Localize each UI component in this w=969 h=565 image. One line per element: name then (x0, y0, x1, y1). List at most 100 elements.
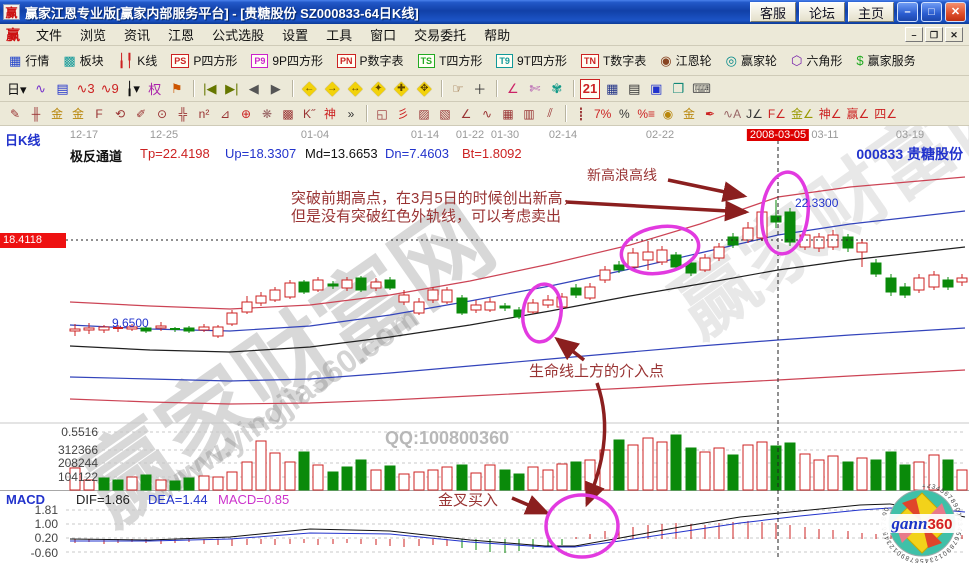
winner-service-button[interactable]: $ 赢家服务 (852, 50, 919, 71)
mirror-tool-icon[interactable]: ⊿ (219, 106, 231, 121)
menu-browse[interactable]: 浏览 (80, 28, 107, 43)
menu-gann[interactable]: 江恩 (168, 28, 195, 43)
gold-angle-icon[interactable]: 金∠ (790, 107, 814, 121)
gann-compress-icon[interactable]: ◆ ✦ (368, 78, 389, 99)
bars3-icon[interactable]: ∿3 (76, 80, 95, 96)
scissors-icon[interactable]: ✄ (529, 80, 541, 96)
percent-tool-icon[interactable]: % (619, 106, 630, 121)
frame-tool-icon[interactable]: ◱ (376, 106, 388, 121)
quotes-button[interactable]: ▦ 行情 (5, 50, 53, 71)
n2-tool-icon[interactable]: n² (198, 106, 210, 121)
gold-lines-icon[interactable]: 金 (683, 107, 696, 121)
pencil2-tool-icon[interactable]: ✐ (135, 106, 147, 121)
kline-button[interactable]: ╽╿ K线 (114, 50, 162, 71)
mdi-restore-button[interactable]: ❐ (925, 27, 943, 42)
computer-icon[interactable]: ⌨ (692, 80, 712, 96)
p-digits-button[interactable]: PN P数字表 (333, 50, 408, 71)
bars9-icon[interactable]: ∿9 (100, 80, 119, 96)
mdi-minimize-button[interactable]: – (905, 27, 923, 42)
winner-wheel-button[interactable]: ◎ 赢家轮 (722, 50, 781, 71)
f-grid-icon[interactable]: F (95, 106, 103, 121)
menu-trade[interactable]: 交易委托 (414, 28, 467, 43)
forum-button[interactable]: 论坛 (798, 2, 845, 22)
gann-center-icon[interactable]: ◆ ✚ (391, 78, 412, 99)
wave-a-icon[interactable]: ∿A (723, 106, 742, 121)
minimize-button[interactable]: – (897, 2, 918, 22)
crosshair-icon[interactable]: ＋ (473, 82, 487, 97)
si-angle-icon[interactable]: 四∠ (874, 107, 897, 121)
calendar-21-icon[interactable]: 21 (579, 78, 601, 99)
p9-square-button[interactable]: P9 9P四方形 (247, 50, 327, 71)
menu-news[interactable]: 资讯 (124, 28, 151, 43)
grid3-tool-icon[interactable]: ▥ (523, 106, 535, 121)
sectors-button[interactable]: ▩ 板块 (59, 50, 107, 71)
boxgrid-tool-icon[interactable]: ▩ (282, 106, 294, 121)
gold-grid2-icon[interactable]: 金 (71, 107, 84, 121)
gold-circle-icon[interactable]: ◉ (662, 106, 674, 121)
step-left-icon[interactable]: ◀ (248, 80, 259, 96)
drag-hand-icon[interactable]: ☞ (451, 80, 464, 96)
gann-left-icon[interactable]: ◆ ← (299, 78, 320, 99)
p-square-button[interactable]: PS P四方形 (167, 50, 241, 71)
period-day-button[interactable]: 日▾ (7, 82, 27, 97)
bars-tool-icon[interactable]: ┋ (577, 106, 585, 121)
shen-tool-icon[interactable]: 神 (323, 107, 336, 121)
ying-angle-icon[interactable]: 赢∠ (846, 107, 870, 121)
spiral-tool-icon[interactable]: ⟲ (114, 106, 126, 121)
f-angle-icon[interactable]: F∠ (767, 106, 786, 121)
grid2-tool-icon[interactable]: ▦ (502, 106, 514, 121)
home-button[interactable]: 主页 (847, 2, 894, 22)
last-page-icon[interactable]: ▶| (225, 80, 239, 96)
menu-tools[interactable]: 工具 (326, 28, 353, 43)
shen-angle-icon[interactable]: 神∠ (818, 107, 842, 121)
save-icon[interactable]: ▣ (650, 80, 663, 96)
angle-lines-icon[interactable]: ∠ (460, 106, 472, 121)
gann-right-icon[interactable]: ◆ → (322, 78, 343, 99)
time-circle-icon[interactable]: ⊙ (156, 106, 168, 121)
step-right-icon[interactable]: ▶ (270, 80, 281, 96)
pattern-icon[interactable]: ✾ (551, 80, 563, 96)
gann-full-icon[interactable]: ◆ ✥ (414, 78, 435, 99)
curve-chart-icon[interactable]: ∿ (35, 80, 46, 96)
hatch-tool-icon[interactable]: ⫽ (547, 106, 553, 120)
angle-measure-icon[interactable]: ∠ (506, 80, 519, 96)
t-digits-button[interactable]: TN T数字表 (577, 50, 650, 71)
shaded-box-icon[interactable]: ▨ (418, 106, 430, 121)
grid-tool-icon[interactable]: ╬ (178, 106, 188, 121)
color-flag-icon[interactable]: ⚑ (170, 80, 183, 96)
menu-window[interactable]: 窗口 (370, 28, 397, 43)
gann-wheel-button[interactable]: ◉ 江恩轮 (656, 50, 715, 71)
exrights-icon[interactable]: 权 (148, 82, 162, 97)
chart-area[interactable]: 赢家财富网 www.yingjia360.com 赢家财富网 QQ:100800… (0, 126, 969, 565)
target-tool-icon[interactable]: ⊕ (240, 106, 252, 121)
pencil-tool-icon[interactable]: ✎ (9, 106, 21, 121)
menu-formula-pick[interactable]: 公式选股 (212, 28, 265, 43)
info-panel-icon[interactable]: ▤ (56, 80, 69, 96)
close-button[interactable]: ✕ (945, 2, 966, 22)
gann-expand-icon[interactable]: ◆ ↔ (345, 78, 366, 99)
fan-tool-icon[interactable]: 彡 (396, 107, 409, 121)
pct-lines-icon[interactable]: %≡ (637, 106, 656, 121)
j-angle-icon[interactable]: J∠ (746, 106, 763, 121)
gold-grid-icon[interactable]: 金 (50, 107, 63, 121)
mdi-close-button[interactable]: ✕ (945, 27, 963, 42)
vwave-tool-icon[interactable]: ∿ (481, 106, 493, 121)
t-square-button[interactable]: TS T四方形 (414, 50, 487, 71)
candle-style-button[interactable]: ╽▾ (125, 80, 140, 96)
knote-tool-icon[interactable]: K˝ (303, 106, 315, 121)
more-tools-icon[interactable]: » (347, 106, 355, 121)
notes-icon[interactable]: ▤ (628, 80, 641, 96)
wheel-tool-icon[interactable]: ❋ (261, 106, 273, 121)
screenshot-icon[interactable]: ❐ (672, 80, 685, 96)
mark-pen-icon[interactable]: ✒ (704, 106, 716, 121)
hlines-tool-icon[interactable]: ╫ (31, 106, 41, 121)
menu-file[interactable]: 文件 (36, 28, 63, 43)
hexagon-button[interactable]: ⬡ 六角形 (787, 50, 846, 71)
support-button[interactable]: 客服 (749, 2, 796, 22)
first-page-icon[interactable]: |◀ (203, 80, 217, 96)
pct7-tool-icon[interactable]: 7% (594, 106, 612, 121)
menu-settings[interactable]: 设置 (282, 28, 309, 43)
t9-square-button[interactable]: T9 9T四方形 (492, 50, 571, 71)
calculator-icon[interactable]: ▦ (606, 80, 619, 96)
shaded-box2-icon[interactable]: ▧ (439, 106, 451, 121)
